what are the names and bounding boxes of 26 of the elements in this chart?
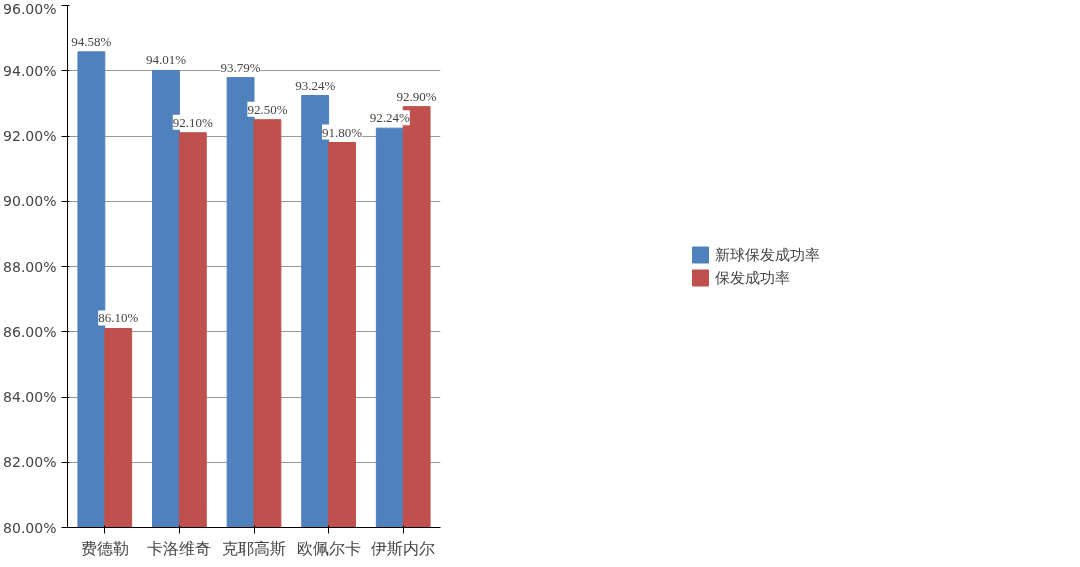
y-tick-label: 80.00% xyxy=(3,519,57,536)
legend-label: 新球保发成功率 xyxy=(715,245,820,264)
data-label: 91.80% xyxy=(321,124,363,140)
y-tick-label: 84.00% xyxy=(3,389,57,405)
data-label: 94.58% xyxy=(71,33,112,49)
x-tick-label: 欧佩尔卡 xyxy=(296,538,361,558)
data-label: 93.24% xyxy=(295,77,336,93)
x-tick-label: 卡洛维奇 xyxy=(147,538,212,558)
y-tick-label: 92.00% xyxy=(3,128,57,144)
data-label: 86.10% xyxy=(98,310,139,326)
data-label: 93.79% xyxy=(220,59,261,75)
y-tick-label: 86.00% xyxy=(3,323,57,340)
legend-label: 保发成功率 xyxy=(715,268,790,287)
data-label: 92.50% xyxy=(247,101,288,117)
x-tick-label: 克耶高斯 xyxy=(222,538,286,558)
y-tick-label: 96.00% xyxy=(3,0,57,17)
y-tick-label: 88.00% xyxy=(3,258,57,275)
data-label: 92.90% xyxy=(396,88,437,104)
y-tick-label: 94.00% xyxy=(3,62,57,79)
data-label: 92.24% xyxy=(369,110,410,126)
y-tick-label: 90.00% xyxy=(3,193,57,210)
x-tick-label: 伊斯内尔 xyxy=(371,538,436,558)
data-label: 94.01% xyxy=(145,52,187,68)
data-label: 92.10% xyxy=(172,114,214,130)
x-tick-label: 费德勒 xyxy=(80,538,129,558)
y-tick-label: 82.00% xyxy=(3,454,57,471)
